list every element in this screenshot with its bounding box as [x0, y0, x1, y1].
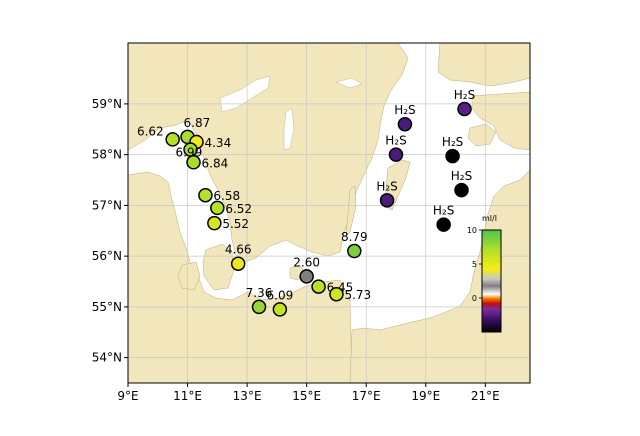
station-label: 6.58 — [213, 189, 240, 203]
lake-malaren — [335, 77, 363, 89]
station-label: H₂S — [385, 134, 406, 148]
y-axis-ticks: 54°N 55°N 56°N 57°N 58°N 59°N — [92, 97, 128, 365]
x-tick-label: 9°E — [117, 389, 138, 403]
y-tick-label: 56°N — [92, 249, 122, 263]
land-funen — [177, 261, 201, 291]
station-marker — [379, 193, 395, 208]
colorbar-tick-label: 0 — [472, 294, 477, 303]
station-label: H₂S — [442, 135, 463, 149]
station-label: H₂S — [433, 204, 454, 218]
station-label: 2.60 — [293, 255, 320, 269]
x-tick-label: 13°E — [233, 389, 262, 403]
station-marker — [165, 132, 180, 147]
colorbar: ml/l 10 5 0 — [467, 214, 502, 333]
land-masses — [128, 43, 530, 383]
station-label: H₂S — [376, 179, 397, 193]
station-label: 4.34 — [204, 136, 231, 150]
land-scandinavia — [128, 43, 409, 263]
x-tick-label: 21°E — [471, 389, 500, 403]
station-marker — [230, 256, 246, 271]
station-marker — [347, 243, 362, 259]
y-tick-label: 54°N — [92, 351, 122, 365]
stations-layer: 6.626.874.346.996.846.586.525.524.667.36… — [137, 88, 475, 317]
y-tick-label: 55°N — [92, 300, 122, 314]
land-estonia — [471, 91, 530, 151]
station-marker — [272, 302, 288, 317]
colorbar-title: ml/l — [482, 214, 497, 223]
y-tick-label: 59°N — [92, 97, 122, 111]
station-label: 6.62 — [137, 124, 164, 138]
x-axis-ticks: 9°E 11°E 13°E 15°E 17°E 19°E 21°E — [117, 383, 500, 403]
lake-vattern — [283, 107, 295, 151]
land-saaremaa — [467, 123, 497, 147]
station-label: 5.73 — [344, 288, 371, 302]
station-label: H₂S — [454, 88, 475, 102]
station-marker — [454, 182, 469, 198]
land-finland — [437, 43, 530, 87]
x-tick-label: 19°E — [411, 389, 440, 403]
station-label: 8.79 — [341, 230, 368, 244]
y-tick-label: 57°N — [92, 198, 122, 212]
station-label: 6.09 — [267, 288, 294, 302]
station-marker — [436, 217, 451, 232]
station-label: 6.84 — [202, 156, 229, 170]
station-label: H₂S — [394, 103, 415, 117]
station-label: 4.66 — [225, 243, 252, 257]
station-marker — [186, 155, 201, 170]
lake-vanern — [219, 75, 271, 113]
land-zealand — [202, 243, 235, 291]
colorbar-tick-label: 5 — [472, 260, 477, 269]
station-label: 6.52 — [225, 202, 252, 216]
x-tick-label: 17°E — [352, 389, 381, 403]
station-label: 5.52 — [222, 217, 249, 231]
colorbar-gradient — [481, 229, 502, 333]
station-marker — [207, 215, 222, 231]
station-label: 6.87 — [184, 116, 211, 130]
station-marker — [445, 148, 460, 164]
station-marker — [457, 101, 472, 117]
station-marker — [397, 116, 413, 132]
y-tick-label: 58°N — [92, 148, 122, 162]
station-marker — [388, 147, 404, 162]
map-frame — [127, 42, 531, 384]
colorbar-tick-label: 10 — [467, 226, 477, 235]
station-label: 7.36 — [246, 286, 273, 300]
land-jutland-germany — [128, 171, 353, 383]
station-marker — [329, 286, 344, 302]
station-marker — [299, 269, 314, 284]
station-label: H₂S — [451, 169, 472, 183]
x-tick-label: 15°E — [292, 389, 321, 403]
station-marker — [198, 187, 213, 203]
land-oland — [345, 185, 357, 237]
station-marker — [251, 299, 267, 315]
station-marker — [210, 200, 225, 216]
station-marker — [311, 279, 326, 294]
lakes — [219, 75, 363, 151]
x-tick-label: 11°E — [173, 389, 202, 403]
